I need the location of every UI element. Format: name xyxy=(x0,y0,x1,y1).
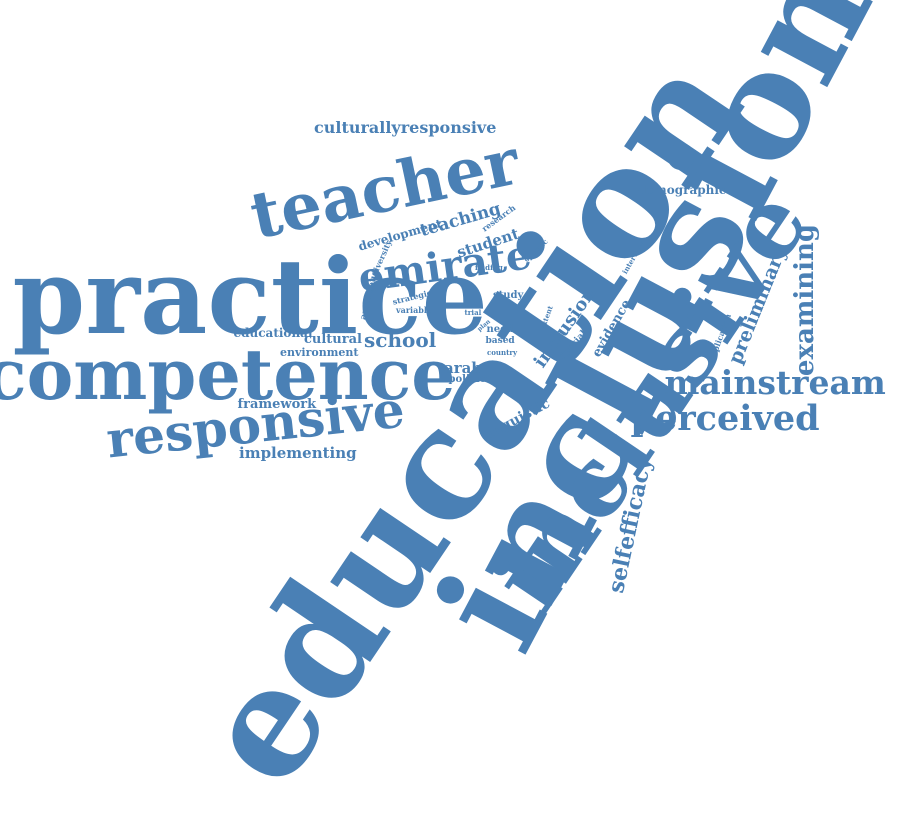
word-examining: examining xyxy=(790,223,821,377)
word-school: school xyxy=(364,328,437,352)
word-trial: trial xyxy=(464,307,482,317)
word-perceived: perceived xyxy=(630,397,820,439)
word-environment: environment xyxy=(280,345,359,359)
word-cultural: cultural xyxy=(304,331,362,347)
word-policies: policies xyxy=(448,374,492,385)
word-culturallyresponsive: culturallyresponsive xyxy=(314,118,497,137)
word-mainstream: mainstream xyxy=(664,362,886,402)
word-framework: framework xyxy=(237,396,317,412)
word-educational: educational xyxy=(233,326,313,340)
word-demographic: demographic xyxy=(638,183,727,197)
word-variable: variable xyxy=(396,305,432,315)
word-practice: practice xyxy=(12,235,488,358)
word-study: study xyxy=(493,290,524,301)
word-arab: arab xyxy=(444,358,482,377)
word-based: based xyxy=(485,335,515,346)
word-implementing: implementing xyxy=(239,443,357,462)
word-need: need xyxy=(486,324,514,335)
word-finding: finding xyxy=(475,262,503,272)
word-competence: competence xyxy=(0,333,456,416)
word-country: country xyxy=(487,347,518,357)
